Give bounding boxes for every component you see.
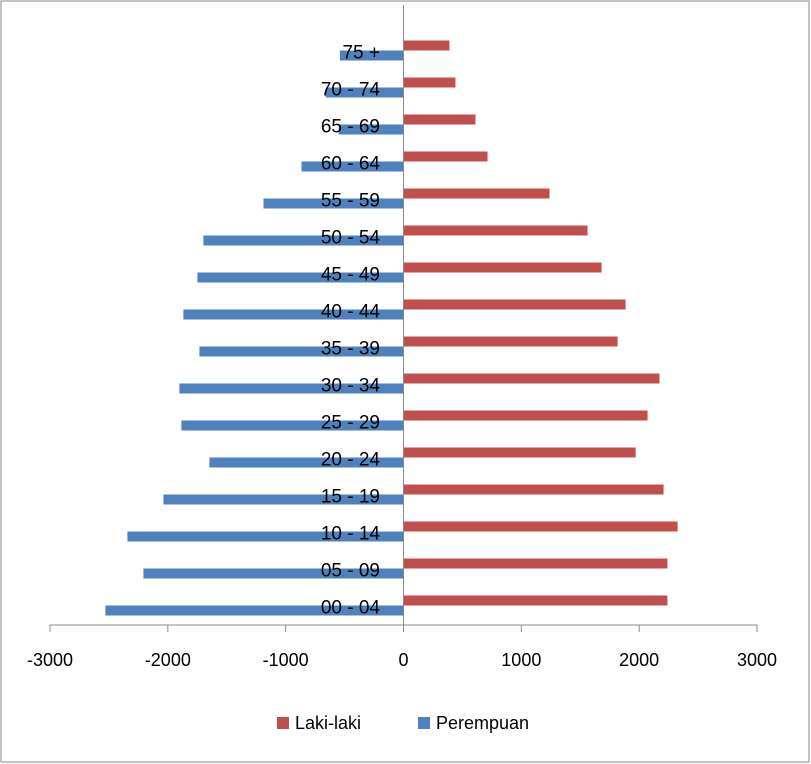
y-tick-label: 65 - 69: [321, 117, 380, 138]
y-tick-label: 35 - 39: [321, 339, 380, 360]
bar: [403, 151, 488, 162]
bar: [403, 521, 678, 532]
legend-swatch: [277, 717, 289, 729]
bar: [197, 272, 404, 283]
bar: [403, 336, 618, 347]
y-tick-label: 70 - 74: [321, 80, 381, 101]
y-tick-label: 40 - 44: [321, 302, 381, 323]
y-tick-label: 10 - 14: [321, 524, 381, 545]
bar: [181, 420, 404, 431]
bar: [105, 605, 404, 616]
bar: [403, 447, 636, 458]
bar: [183, 309, 404, 320]
bar: [403, 484, 664, 495]
x-tick-label: 2000: [619, 650, 659, 670]
y-tick-label: 75 +: [342, 43, 380, 64]
x-tick-label: 3000: [737, 650, 777, 670]
bar: [143, 568, 404, 579]
y-tick-label: 20 - 24: [321, 450, 381, 471]
bar: [179, 383, 404, 394]
y-tick-label: 15 - 19: [321, 487, 380, 508]
x-tick-label: 0: [398, 650, 408, 670]
y-tick-label: 25 - 29: [321, 413, 380, 434]
y-tick-label: 50 - 54: [321, 228, 381, 249]
bar: [163, 494, 404, 505]
y-tick-label: 60 - 64: [321, 154, 381, 175]
y-tick-label: 00 - 04: [321, 598, 381, 619]
bar: [403, 114, 476, 125]
x-tick-label: 1000: [501, 650, 541, 670]
x-tick-label: -1000: [263, 650, 309, 670]
bar: [403, 262, 602, 273]
bar: [325, 87, 404, 98]
bar: [339, 50, 404, 61]
bar: [403, 299, 626, 310]
y-tick-label: 45 - 49: [321, 265, 380, 286]
bar: [403, 77, 456, 88]
y-tick-label: 30 - 34: [321, 376, 381, 397]
legend-swatch: [418, 717, 430, 729]
bar: [403, 40, 450, 51]
y-tick-label: 05 - 09: [321, 561, 380, 582]
bar: [199, 346, 404, 357]
bar: [203, 235, 404, 246]
x-tick-label: -3000: [27, 650, 73, 670]
bar: [403, 373, 660, 384]
bar: [403, 225, 588, 236]
x-tick-label: -2000: [145, 650, 191, 670]
bar: [263, 198, 404, 209]
bar: [403, 595, 668, 606]
bar: [301, 161, 404, 172]
bar: [209, 457, 404, 468]
bar: [127, 531, 404, 542]
bar: [403, 410, 648, 421]
bar: [338, 124, 404, 135]
y-tick-label: 55 - 59: [321, 191, 380, 212]
bar: [403, 558, 668, 569]
legend-label: Laki-laki: [295, 713, 361, 733]
bar: [403, 188, 550, 199]
legend-label: Perempuan: [436, 713, 529, 733]
